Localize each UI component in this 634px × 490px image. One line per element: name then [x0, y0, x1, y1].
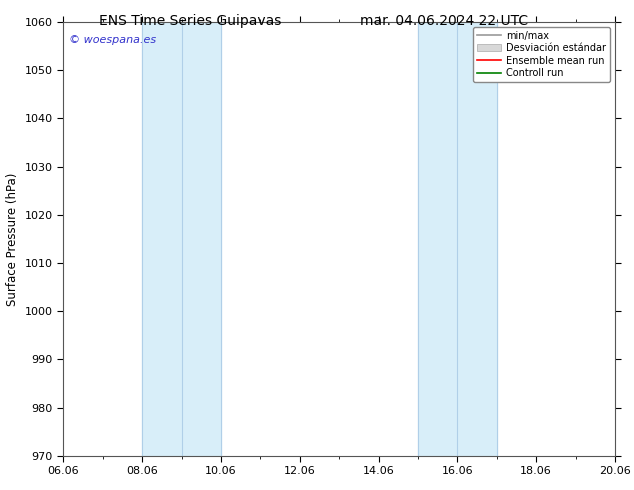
Y-axis label: Surface Pressure (hPa): Surface Pressure (hPa)	[6, 172, 19, 306]
Legend: min/max, Desviación estándar, Ensemble mean run, Controll run: min/max, Desviación estándar, Ensemble m…	[473, 27, 610, 82]
Text: © woespana.es: © woespana.es	[69, 35, 156, 45]
Bar	[418, 22, 497, 456]
Text: ENS Time Series Guipavas: ENS Time Series Guipavas	[99, 14, 281, 28]
Bar	[142, 22, 221, 456]
Text: mar. 04.06.2024 22 UTC: mar. 04.06.2024 22 UTC	[359, 14, 528, 28]
